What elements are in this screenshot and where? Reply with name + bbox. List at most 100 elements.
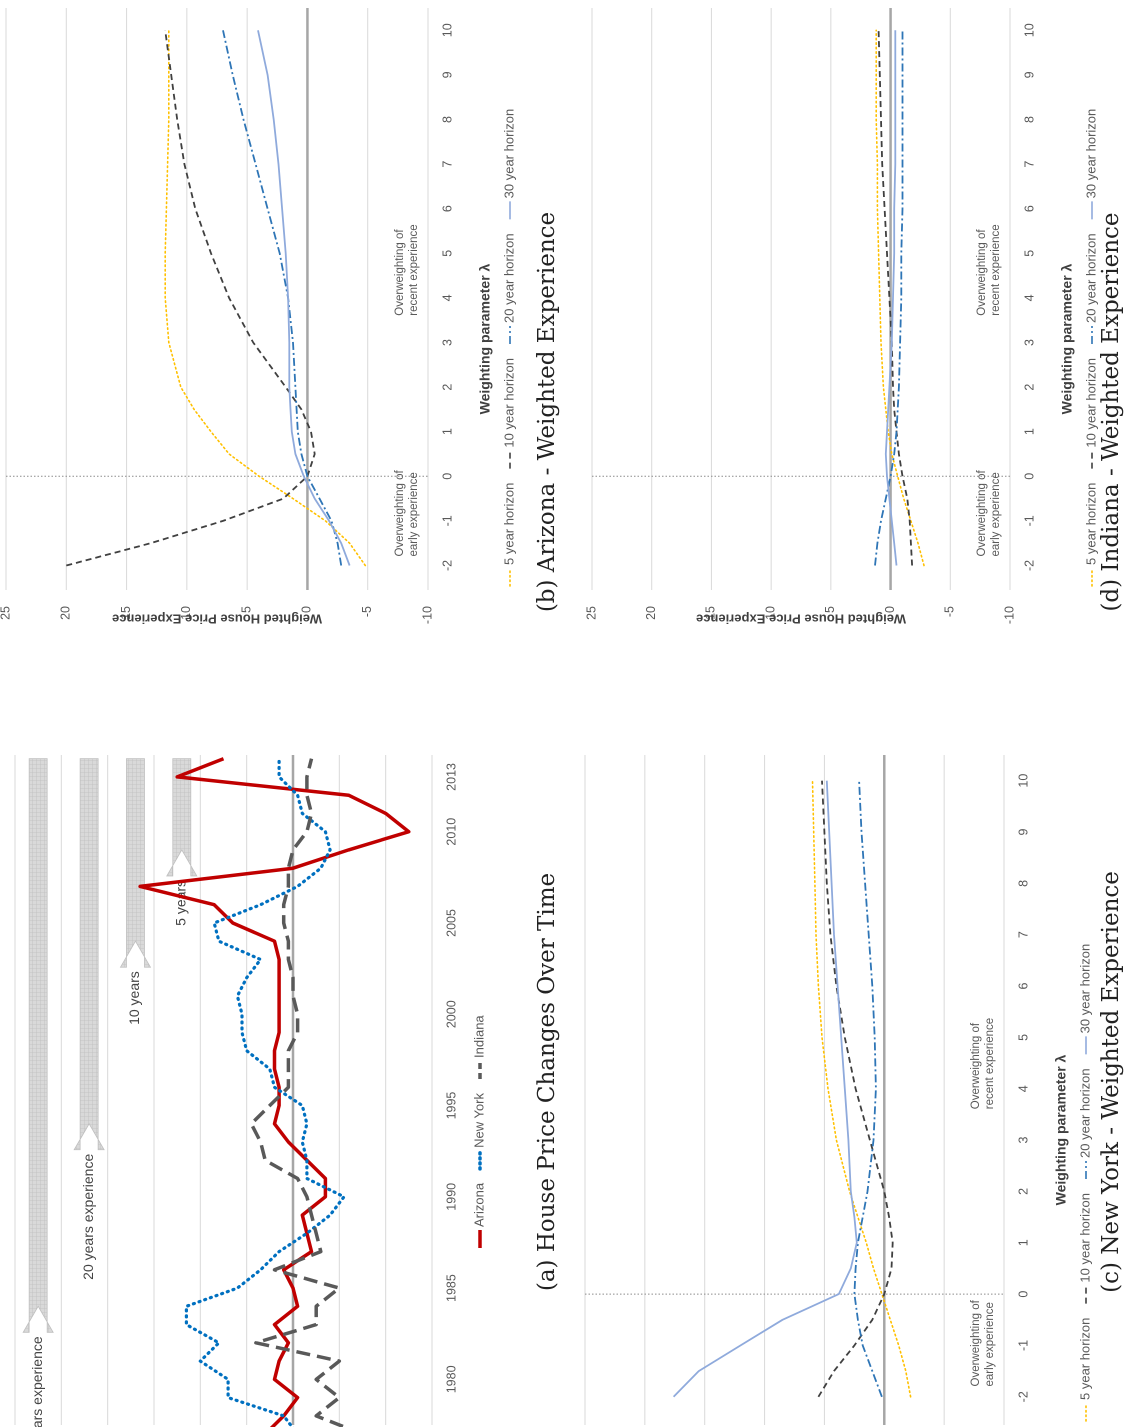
category-tick-label: -1 <box>1016 1340 1030 1351</box>
annotation-recent: Overweighting of <box>976 229 988 316</box>
category-tick-label: 6 <box>440 205 454 212</box>
category-tick-label: 4 <box>1016 1085 1030 1092</box>
legend-label: Indiana <box>471 1015 486 1058</box>
value-axis-title: Weighted House Price Experience <box>112 612 322 627</box>
series-line-30-year-horizon <box>257 30 351 566</box>
series-line-30-year-horizon <box>884 30 898 566</box>
category-tick-label: 9 <box>1022 71 1036 78</box>
series-line-10-year-horizon <box>66 30 316 567</box>
annotation-recent: Overweighting of <box>970 1022 982 1109</box>
value-tick-label: 0 <box>883 606 897 613</box>
value-tick-label: 15 <box>704 606 718 620</box>
legend-label: 5 year horizon <box>501 483 516 565</box>
series-line-10-year-horizon <box>817 780 894 1398</box>
legend-label: 30 year horizon <box>1083 109 1098 199</box>
series-line-5-year-horizon <box>811 779 912 1398</box>
series-line-30-year-horizon <box>672 780 858 1398</box>
annotation-recent: recent experience <box>990 224 1002 315</box>
series-line-arizona <box>138 757 411 1427</box>
experience-arrow <box>119 758 152 968</box>
panel-caption: (b) Arizona - Weighted Experience <box>534 212 560 612</box>
series-line-5-year-horizon <box>164 29 367 567</box>
experience-arrow <box>22 758 54 1333</box>
experience-arrow-label: 5 years <box>173 880 189 926</box>
value-tick-label: 10 <box>179 606 193 620</box>
series-line-20-year-horizon <box>853 780 883 1398</box>
annotation-early: early experience <box>984 1302 996 1386</box>
value-tick-label: -5 <box>360 606 374 617</box>
category-tick-label: 9 <box>1016 828 1030 835</box>
legend-label: 30 year horizon <box>501 109 516 199</box>
category-tick-label: 1995 <box>444 1092 458 1120</box>
category-tick-label: 6 <box>1022 205 1036 212</box>
annotation-recent: recent experience <box>408 224 420 315</box>
experience-arrow-label: 20 years experience <box>80 1154 96 1280</box>
value-tick-label: 5 <box>823 606 837 613</box>
category-tick-label: 10 <box>1022 23 1036 37</box>
value-tick-label: 10 <box>763 606 777 620</box>
value-tick-label: -10 <box>420 606 434 624</box>
category-tick-label: 1990 <box>444 1183 458 1211</box>
value-axis-title: Weighted House Price Experience <box>696 612 906 627</box>
category-tick-label: 8 <box>1016 880 1030 887</box>
series-line-indiana <box>249 758 350 1427</box>
category-tick-label: 1985 <box>444 1274 458 1302</box>
category-tick-label: 10 <box>440 23 454 37</box>
value-tick-label: -5 <box>943 606 957 617</box>
panel-b-arizona-weighted: 25 20 15 10 5 0 -5 -10-2-1012345678910Weighted … <box>0 8 560 627</box>
category-tick-label: 2000 <box>444 1000 458 1028</box>
category-tick-label: -1 <box>440 515 454 526</box>
category-tick-label: 3 <box>1016 1137 1030 1144</box>
category-tick-label: 7 <box>1016 931 1030 938</box>
panel-a-house-price-changes: 30 years experience 20 years experience 10… <box>14 755 560 1427</box>
category-tick-label: 5 <box>440 250 454 257</box>
panel-caption: (c) New York - Weighted Experience <box>1098 871 1124 1293</box>
category-tick-label: 9 <box>440 71 454 78</box>
category-tick-label: 2013 <box>444 763 458 791</box>
value-tick-label: 5 <box>239 606 253 613</box>
category-tick-label: 1 <box>440 428 454 435</box>
legend-label: New York <box>471 1093 486 1148</box>
category-tick-label: 8 <box>1022 116 1036 123</box>
category-tick-label: 5 <box>1022 250 1036 257</box>
category-tick-label: 4 <box>1022 294 1036 301</box>
panel-caption: (a) House Price Changes Over Time <box>534 873 560 1291</box>
category-tick-label: -1 <box>1022 515 1036 526</box>
series-line-20-year-horizon <box>874 30 904 566</box>
series-line-new-york <box>184 757 346 1427</box>
value-tick-label: 15 <box>119 606 133 620</box>
value-tick-label: 25 <box>0 606 12 620</box>
value-tick-label: 20 <box>59 606 73 620</box>
series-line-5-year-horizon <box>875 29 925 567</box>
category-tick-label: 0 <box>440 473 454 480</box>
category-tick-label: 3 <box>1022 339 1036 346</box>
category-tick-label: 7 <box>1022 161 1036 168</box>
experience-arrow <box>73 758 105 1151</box>
panel-c-new-york-weighted: 2520151050-5-10-2-1012345678910Weighted … <box>584 755 1124 1425</box>
legend-label: 20 year horizon <box>501 233 516 323</box>
category-tick-label: 6 <box>1016 983 1030 990</box>
category-tick-label: 1 <box>1016 1239 1030 1246</box>
value-tick-label: 20 <box>644 606 658 620</box>
annotation-recent: Overweighting of <box>394 229 406 316</box>
annotation-early: early experience <box>990 472 1002 556</box>
category-tick-label: 2 <box>1022 384 1036 391</box>
panel-d-indiana-weighted: 25 20 15 10 5 0 -5 -10-2-1012345678910Weighted … <box>584 8 1124 627</box>
experience-arrow-label: 30 years experience <box>29 1336 45 1427</box>
category-tick-label: 1980 <box>444 1365 458 1393</box>
legend-label: 5 year horizon <box>1077 1318 1092 1400</box>
legend-label: 20 year horizon <box>1077 1068 1092 1158</box>
category-tick-label: 3 <box>440 339 454 346</box>
category-tick-label: 2 <box>1016 1188 1030 1195</box>
category-tick-label: -2 <box>1022 560 1036 571</box>
annotation-recent: recent experience <box>984 1018 996 1109</box>
panel-caption: (d) Indiana - Weighted Experience <box>1098 212 1124 611</box>
category-tick-label: 10 <box>1016 774 1030 788</box>
category-tick-label: 1 <box>1022 428 1036 435</box>
series-line-20-year-horizon <box>222 30 343 566</box>
annotation-early: early experience <box>408 472 420 556</box>
category-tick-label: 2005 <box>444 909 458 937</box>
value-tick-label: -10 <box>1002 606 1016 624</box>
legend-label: 10 year horizon <box>1077 1193 1092 1283</box>
